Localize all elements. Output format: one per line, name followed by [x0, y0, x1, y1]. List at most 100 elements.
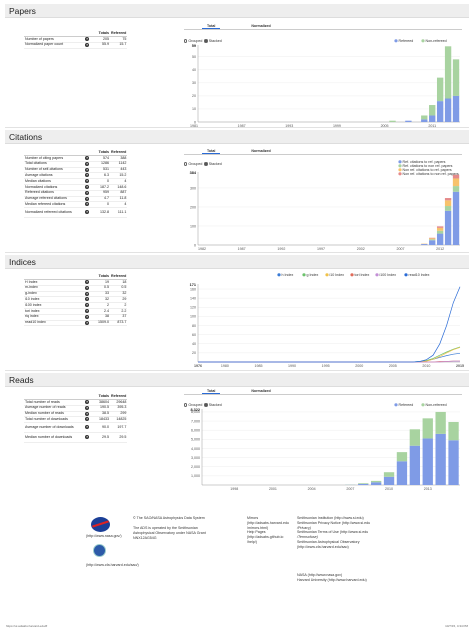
- question-icon[interactable]: ?: [85, 173, 89, 178]
- question-icon[interactable]: ?: [85, 179, 89, 184]
- table-row: Average citations? 6.3 15.2: [24, 172, 128, 180]
- table-row: Median citations? 0 4: [24, 178, 128, 186]
- cfa-url[interactable]: (http://www.cfa.harvard.edu/sao/): [86, 563, 139, 567]
- question-icon[interactable]: ?: [85, 190, 89, 195]
- question-icon[interactable]: ?: [85, 210, 89, 215]
- question-icon[interactable]: ?: [85, 285, 89, 290]
- question-icon[interactable]: ?: [85, 303, 89, 308]
- help-url[interactable]: (http://adsabs.github.io: [247, 535, 284, 540]
- terms-link-cont[interactable]: /Termsofuse): [297, 535, 318, 540]
- bar: [444, 200, 452, 207]
- y-tick-label: 3,000: [191, 456, 200, 460]
- question-icon[interactable]: ?: [85, 291, 89, 296]
- y-tick-label: 1,000: [191, 474, 200, 478]
- papers-chart-controls: Grouped Stacked: [184, 39, 222, 43]
- sao-link[interactable]: Smithsonian Astrophysical Observatory: [297, 539, 360, 544]
- tab-normalized[interactable]: Normalized: [251, 24, 271, 28]
- question-icon[interactable]: ?: [85, 400, 89, 405]
- question-icon[interactable]: ?: [85, 167, 89, 172]
- privacy-link-cont[interactable]: /Privacy): [297, 525, 311, 530]
- bar: [436, 230, 444, 234]
- help-url-cont[interactable]: /help/): [247, 539, 257, 544]
- question-icon[interactable]: ?: [85, 320, 89, 325]
- question-icon[interactable]: ?: [85, 297, 89, 302]
- bar: [435, 433, 446, 485]
- y-tick-label: 50: [192, 55, 196, 59]
- bar: [436, 226, 444, 228]
- bar: [405, 120, 412, 122]
- table-row: i100 index? 2 2: [24, 302, 128, 310]
- nasa-url[interactable]: (http://www.nasa.gov/): [86, 534, 122, 538]
- question-icon[interactable]: ?: [85, 314, 89, 319]
- question-icon[interactable]: ?: [85, 280, 89, 285]
- tab-total[interactable]: Total: [202, 149, 221, 154]
- question-icon[interactable]: ?: [85, 42, 89, 47]
- grouped-radio[interactable]: [184, 39, 188, 43]
- privacy-link[interactable]: Smithsonian Privacy Notice (http://www.s…: [297, 520, 371, 525]
- legend-label: Non-refereed: [426, 39, 447, 43]
- y-max-label: 59: [192, 44, 196, 48]
- question-icon[interactable]: ?: [85, 196, 89, 201]
- stacked-radio[interactable]: [204, 403, 208, 407]
- question-icon[interactable]: ?: [85, 185, 89, 190]
- question-icon[interactable]: ?: [85, 202, 89, 207]
- x-tick-label: 1995: [322, 364, 330, 368]
- question-icon[interactable]: ?: [85, 417, 89, 422]
- harvard-link[interactable]: Harvard University (http://www.harvard.e…: [297, 577, 367, 582]
- table-row: g-index? 33 32: [24, 291, 128, 298]
- col-refereed: Refereed: [110, 30, 128, 38]
- citations-header: Citations: [5, 130, 469, 144]
- bar: [452, 186, 460, 192]
- legend-swatch: [325, 273, 329, 277]
- copyright: © The SAO/NASA Astrophysics Data System: [133, 516, 205, 520]
- question-icon[interactable]: ?: [85, 309, 89, 314]
- legend-swatch: [398, 164, 402, 168]
- tab-normalized[interactable]: Normalized: [251, 149, 271, 153]
- x-tick-label: 2010: [422, 364, 430, 368]
- bar: [429, 105, 436, 116]
- question-icon[interactable]: ?: [85, 425, 89, 430]
- x-tick-label: 2013: [424, 487, 432, 491]
- si-link[interactable]: Smithsonian Institution (http://www.si.e…: [297, 516, 364, 520]
- cfa-logo[interactable]: [93, 544, 106, 557]
- y-max-label: 384: [190, 171, 197, 175]
- question-icon[interactable]: ?: [85, 37, 89, 42]
- question-icon[interactable]: ?: [85, 156, 89, 161]
- stacked-radio[interactable]: [204, 39, 208, 43]
- question-icon[interactable]: ?: [85, 411, 89, 416]
- bar: [370, 480, 382, 483]
- legend-label: Refereed: [399, 403, 414, 407]
- mirrors-url-cont[interactable]: /mirrors.html): [247, 525, 269, 530]
- table-row: Number of self-citations? 531 443: [24, 167, 128, 174]
- nasa-logo[interactable]: [91, 517, 110, 532]
- question-icon[interactable]: ?: [85, 435, 89, 440]
- bar: [452, 178, 460, 187]
- sao-link-cont[interactable]: (http://www.cfa.harvard.edu/sao): [297, 544, 349, 549]
- bar: [444, 206, 452, 211]
- y-tick-label: 0: [194, 120, 196, 124]
- tab-total[interactable]: Total: [202, 389, 221, 394]
- help-link[interactable]: Help Pages: [247, 530, 266, 535]
- tab-total[interactable]: Total: [202, 24, 221, 29]
- grouped-radio[interactable]: [184, 162, 188, 166]
- bar: [383, 476, 395, 485]
- nasa-link[interactable]: NASA (http://www.nasa.gov): [297, 573, 343, 577]
- bar: [409, 429, 421, 446]
- legend-label: tori Index: [355, 273, 370, 277]
- tab-normalized[interactable]: Normalized: [251, 389, 271, 393]
- legend-swatch: [421, 403, 425, 407]
- bar: [383, 472, 395, 477]
- table-row: Average refereed citations? 4.7 11.8: [24, 196, 128, 203]
- terms-link[interactable]: Smithsonian Terms of Use (http://www.si.…: [297, 530, 369, 535]
- bar: [358, 483, 369, 484]
- question-icon[interactable]: ?: [85, 405, 89, 410]
- table-row: Refereed citations? 959 887: [24, 190, 128, 197]
- mirrors-url[interactable]: (http://adsabs.harvard.edu: [247, 520, 289, 525]
- bar: [389, 120, 396, 122]
- mirrors-link[interactable]: Mirrors: [247, 516, 259, 520]
- stacked-radio[interactable]: [204, 162, 208, 166]
- bar: [436, 101, 444, 122]
- grouped-radio[interactable]: [184, 403, 188, 407]
- x-tick-label: 1985: [254, 364, 262, 368]
- question-icon[interactable]: ?: [85, 161, 89, 166]
